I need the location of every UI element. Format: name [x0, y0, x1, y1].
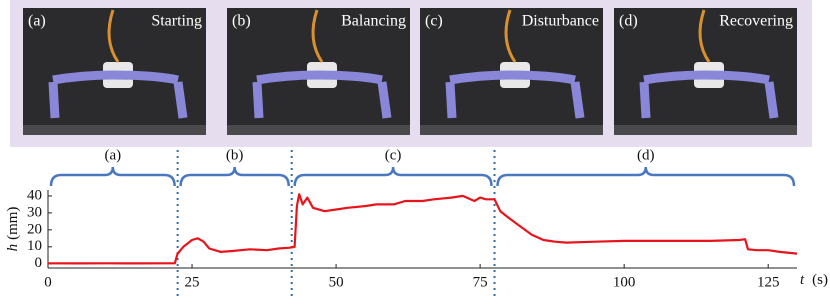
floor [420, 125, 603, 135]
x-tick-label: 50 [329, 274, 344, 290]
phase-label: (c) [385, 147, 402, 163]
data-line [47, 193, 798, 265]
phase-brace [179, 166, 290, 187]
panel-caption: Disturbance [522, 13, 599, 30]
x-tick-label: 25 [185, 274, 200, 290]
x-label-symbol: t [800, 272, 805, 288]
photo-panel: (d) Recovering [614, 8, 797, 135]
phase-brace [293, 166, 493, 187]
y-tick-label: 10 [27, 238, 42, 254]
robot-legs [48, 70, 188, 119]
wires [504, 9, 517, 63]
phase-label: (a) [104, 147, 121, 163]
y-tick-label: 20 [27, 221, 42, 237]
robot-legs [252, 70, 392, 119]
x-axis-label: t (s) [800, 272, 828, 288]
panel-label: (b) [232, 13, 251, 30]
photo-panel: (c) Disturbance [420, 8, 603, 135]
panel-label: (a) [28, 13, 46, 30]
robot-legs [445, 70, 585, 119]
floor [227, 125, 410, 135]
photo-panel: (a) Starting [23, 8, 206, 135]
floor [23, 125, 206, 135]
panel-caption: Balancing [341, 13, 406, 30]
panel-label: (d) [619, 13, 638, 30]
x-tick-label: 0 [44, 274, 52, 290]
phase-brace [49, 166, 176, 187]
y-tick-label: 0 [35, 255, 43, 271]
y-label-unit: (mm) [5, 207, 21, 240]
phase-brace [496, 166, 796, 187]
y-tick-label: 30 [27, 204, 42, 220]
panel-caption: Recovering [719, 13, 793, 30]
x-label-unit: (s) [812, 272, 828, 288]
y-tick-label: 40 [27, 187, 42, 203]
wires [311, 9, 324, 63]
panel-label: (c) [425, 13, 443, 30]
y-axis-label: h (mm) [5, 207, 21, 252]
robot-legs [639, 70, 779, 119]
phase-label: (d) [637, 147, 655, 163]
photo-panel: (b) Balancing [227, 8, 410, 135]
panel-caption: Starting [151, 13, 202, 30]
phase-label: (b) [226, 147, 244, 163]
x-tick-label: 75 [473, 274, 488, 290]
x-tick-label: 100 [613, 274, 636, 290]
x-tick-label: 125 [757, 274, 780, 290]
wires [107, 9, 120, 63]
floor [614, 125, 797, 135]
y-label-symbol: h [5, 244, 21, 252]
wires [698, 9, 711, 63]
